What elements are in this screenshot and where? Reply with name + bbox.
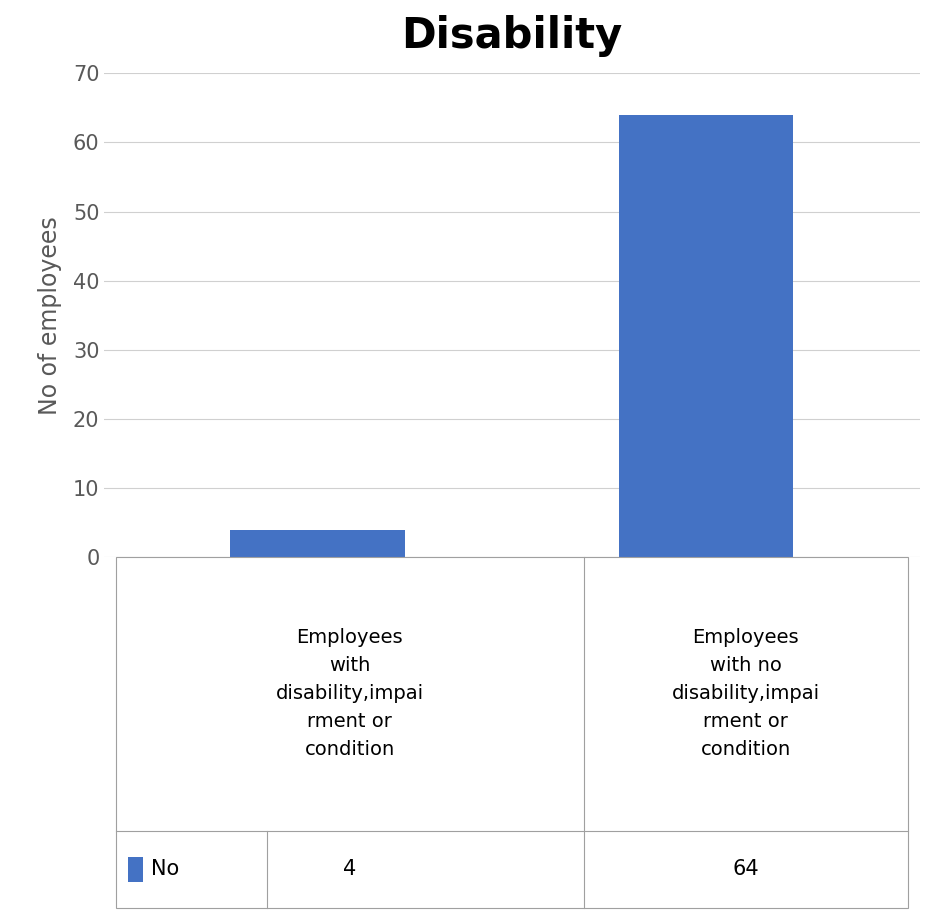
Text: 4: 4 [343,859,356,879]
Text: Employees
with no
disability,impai
rment or
condition: Employees with no disability,impai rment… [672,628,820,759]
Y-axis label: No of employees: No of employees [38,215,62,414]
Text: Employees
with
disability,impai
rment or
condition: Employees with disability,impai rment or… [276,628,424,759]
Text: No: No [151,859,179,879]
Bar [619,115,793,558]
Text: 64: 64 [733,859,759,879]
Title: Disability: Disability [401,16,623,58]
Bar [128,857,143,881]
Bar [230,529,405,558]
